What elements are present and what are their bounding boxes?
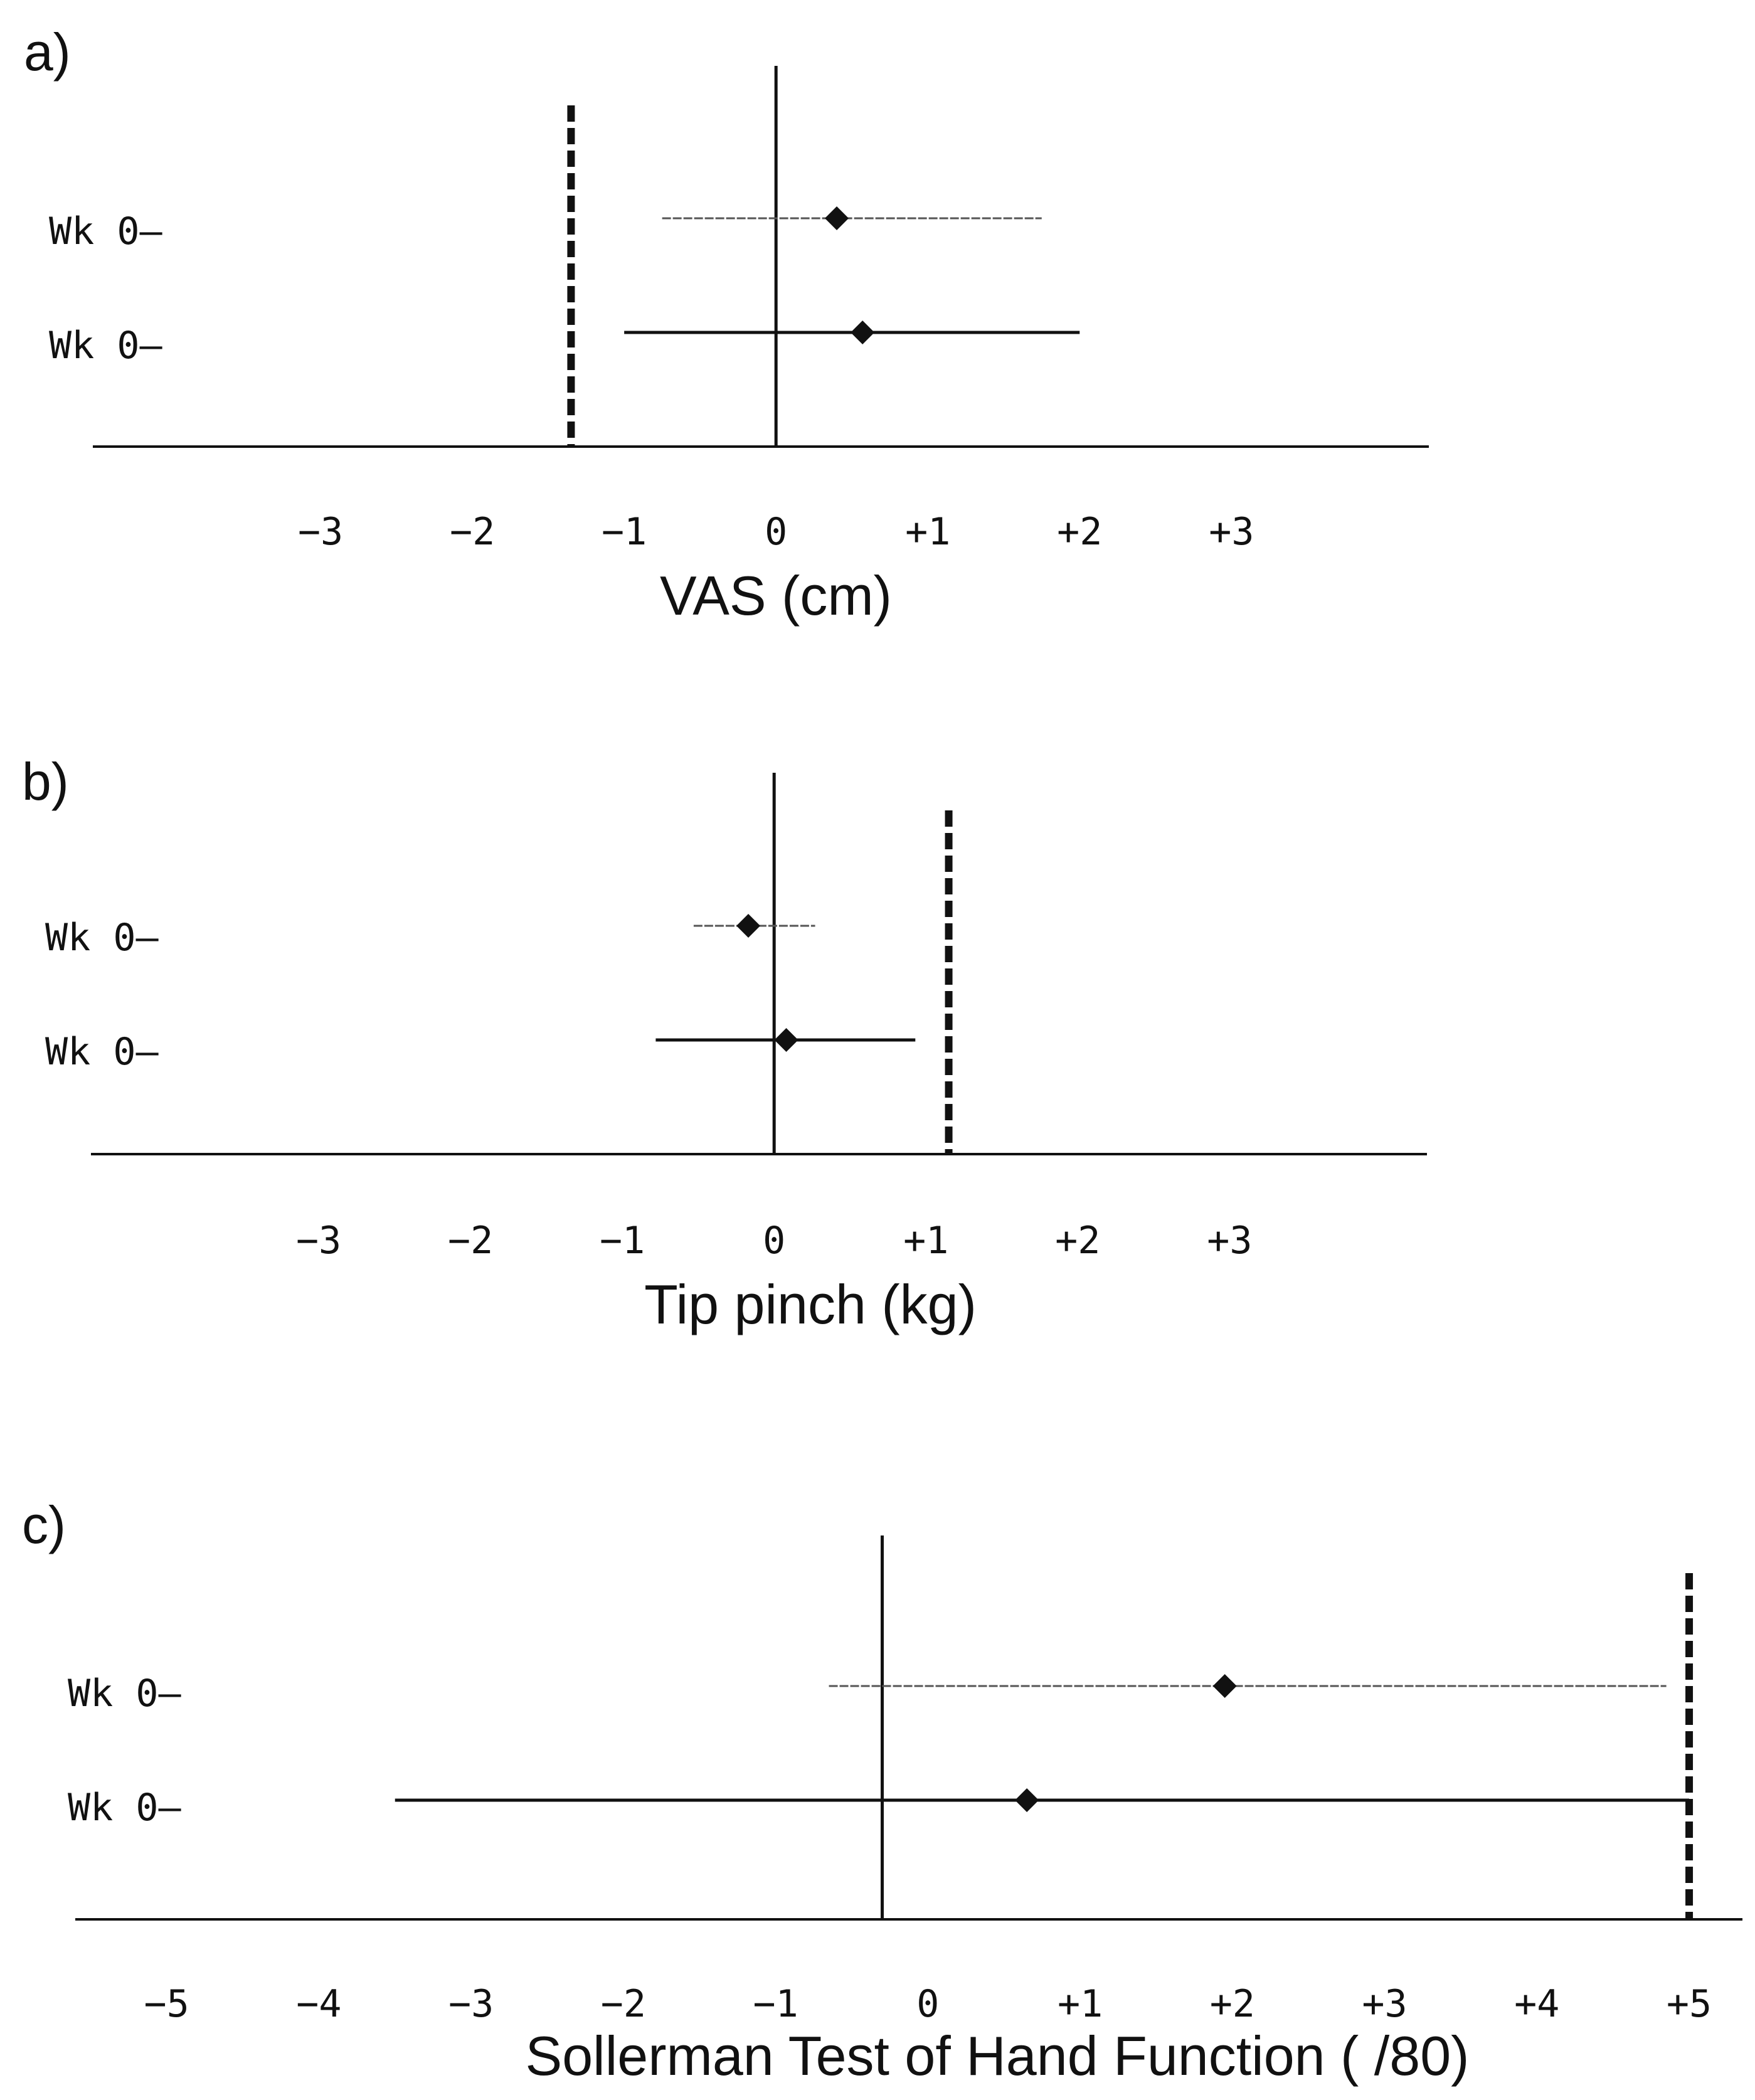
panel-a-tick-label: 0 [765, 510, 787, 554]
panel-c-tick-label: +1 [1058, 1982, 1103, 2026]
panel-c-marks [75, 1535, 1742, 1921]
panel-b-tick-label: +2 [1055, 1219, 1100, 1263]
panel-a-label: a) [24, 23, 71, 82]
panel-b-estimate-marker-2 [774, 1028, 798, 1052]
panel-b-tick-label: −3 [296, 1219, 341, 1263]
panel-c-row-label-2: Wk 0– [68, 1786, 181, 1830]
panel-c-tick-label: −5 [144, 1982, 189, 2026]
panel-a-estimate-marker-1 [825, 206, 849, 230]
panel-b-tick-label: −1 [600, 1219, 645, 1263]
panel-b-row-labels: Wk 0– Wk 0– [45, 916, 159, 1074]
panel-c: c) Wk 0– Wk 0– −5 −4 −3 −2 −1 0 +1 +2 +3 +4 +5 Sol… [22, 1495, 1742, 2087]
panel-a-axis-title: VAS (cm) [660, 565, 892, 627]
panel-b-axis-title: Tip pinch (kg) [644, 1273, 977, 1335]
panel-a-tick-label: +1 [905, 510, 950, 554]
panel-c-tick-labels: −5 −4 −3 −2 −1 0 +1 +2 +3 +4 +5 [144, 1982, 1712, 2026]
panel-a-tick-label: −1 [602, 510, 647, 554]
panel-c-axis-title: Sollerman Test of Hand Function ( /80) [526, 2025, 1470, 2087]
panel-c-tick-label: +2 [1210, 1982, 1255, 2026]
panel-c-tick-label: −3 [448, 1982, 494, 2026]
panel-a-tick-label: +2 [1057, 510, 1102, 554]
panel-b: b) Wk 0– Wk 0– −3 −2 −1 0 +1 +2 +3 Tip pinch (… [22, 752, 1427, 1335]
panel-b-label: b) [22, 752, 69, 811]
panel-b-row-label-1: Wk 0– [45, 916, 159, 960]
panel-a-estimate-marker-2 [851, 321, 875, 344]
panel-b-estimate-marker-1 [736, 914, 761, 938]
panel-c-label: c) [22, 1495, 66, 1554]
panel-c-tick-label: −2 [601, 1982, 646, 2026]
panel-a-marks [93, 66, 1429, 448]
panel-a-tick-label: −2 [450, 510, 495, 554]
panel-c-tick-label: +3 [1362, 1982, 1407, 2026]
panel-c-tick-label: +4 [1514, 1982, 1559, 2026]
panel-b-marks [91, 773, 1427, 1155]
panel-c-estimate-marker-1 [1212, 1674, 1237, 1698]
panel-b-row-label-2: Wk 0– [45, 1030, 159, 1074]
panel-c-tick-label: 0 [916, 1982, 939, 2026]
panel-c-row-labels: Wk 0– Wk 0– [68, 1672, 181, 1830]
panel-c-tick-label: −1 [753, 1982, 798, 2026]
panel-b-tick-label: 0 [763, 1219, 785, 1263]
panel-b-tick-labels: −3 −2 −1 0 +1 +2 +3 [296, 1219, 1253, 1263]
panel-a-tick-labels: −3 −2 −1 0 +1 +2 +3 [298, 510, 1254, 554]
panel-a-row-label-2: Wk 0– [49, 324, 162, 368]
panel-b-tick-label: +3 [1207, 1219, 1252, 1263]
panel-c-row-label-1: Wk 0– [68, 1672, 181, 1716]
panel-b-tick-label: +1 [903, 1219, 948, 1263]
panel-b-tick-label: −2 [448, 1219, 493, 1263]
panel-a-row-label-1: Wk 0– [49, 209, 162, 253]
panel-a-tick-label: +3 [1209, 510, 1254, 554]
panel-c-tick-label: −4 [296, 1982, 341, 2026]
panel-a: a) Wk 0– Wk 0– −3 −2 −1 0 +1 +2 +3 VAS (cm) [24, 23, 1429, 627]
panel-c-estimate-marker-2 [1015, 1788, 1039, 1812]
panel-c-tick-label: +5 [1667, 1982, 1712, 2026]
panel-a-tick-label: −3 [298, 510, 343, 554]
panel-a-row-labels: Wk 0– Wk 0– [49, 209, 162, 368]
